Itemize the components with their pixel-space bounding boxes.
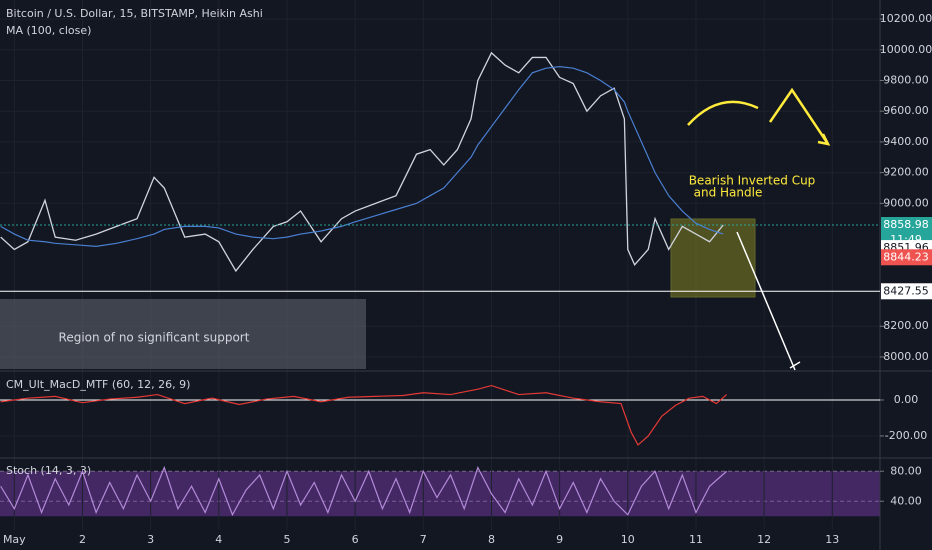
y-tick-label: 8200.00 (883, 319, 929, 332)
y-tick-label: 9800.00 (883, 73, 929, 86)
series-line (0, 51, 724, 273)
price-label: 8858.98 (883, 218, 929, 231)
x-tick-label: 2 (79, 533, 86, 546)
x-tick-label: 13 (825, 533, 839, 546)
y-tick-label: 10000.00 (880, 43, 932, 56)
series-line (0, 465, 728, 517)
indicator-title: Stoch (14, 3, 3) (6, 464, 91, 477)
annotation: Bearish Inverted Cup (689, 174, 816, 188)
y-tick-label: 40.00 (890, 494, 922, 507)
target-arrow (736, 231, 801, 371)
y-tick-label: 9600.00 (883, 104, 929, 117)
y-tick-label: 9400.00 (883, 135, 929, 148)
y-tick-label: 9200.00 (883, 166, 929, 179)
y-tick-label: 10200.00 (880, 12, 932, 25)
annotation: and Handle (694, 186, 763, 200)
annotation: Region of no significant support (59, 331, 250, 345)
y-tick-label: -200.00 (885, 429, 927, 442)
series-line (0, 384, 728, 446)
x-tick-label: 6 (352, 533, 359, 546)
x-tick-label: 5 (283, 533, 290, 546)
price-badge (881, 283, 932, 300)
x-tick-label: 8 (488, 533, 495, 546)
x-tick-label: 10 (621, 533, 635, 546)
projection-arrow (687, 87, 831, 146)
band (0, 471, 880, 517)
price-label: 8427.55 (883, 284, 929, 297)
support-region (0, 299, 366, 369)
x-tick-label: 7 (420, 533, 427, 546)
price-label: 8844.23 (883, 250, 929, 263)
series-line (0, 66, 724, 247)
x-tick-label: May (3, 533, 26, 546)
chart-title: Bitcoin / U.S. Dollar, 15, BITSTAMP, Hei… (6, 7, 263, 20)
price-badge (881, 249, 932, 266)
x-tick-label: 4 (215, 533, 222, 546)
chart-subtitle: MA (100, close) (6, 24, 91, 37)
y-tick-label: 0.00 (894, 393, 919, 406)
y-tick-label: 80.00 (890, 464, 922, 477)
y-tick-label: 9000.00 (883, 196, 929, 209)
overlay: May 2 3 4 5 6 7 8 9 10 11 12 13 8000.00 8200.00 9000.00… (0, 12, 932, 546)
y-tick-label: 8000.00 (883, 350, 929, 363)
indicator-title: CM_Ult_MacD_MTF (60, 12, 26, 9) (6, 378, 190, 391)
x-tick-label: 12 (757, 533, 771, 546)
pattern-box (670, 218, 756, 298)
x-tick-label: 3 (147, 533, 154, 546)
x-tick-label: 9 (556, 533, 563, 546)
x-tick-label: 11 (689, 533, 703, 546)
